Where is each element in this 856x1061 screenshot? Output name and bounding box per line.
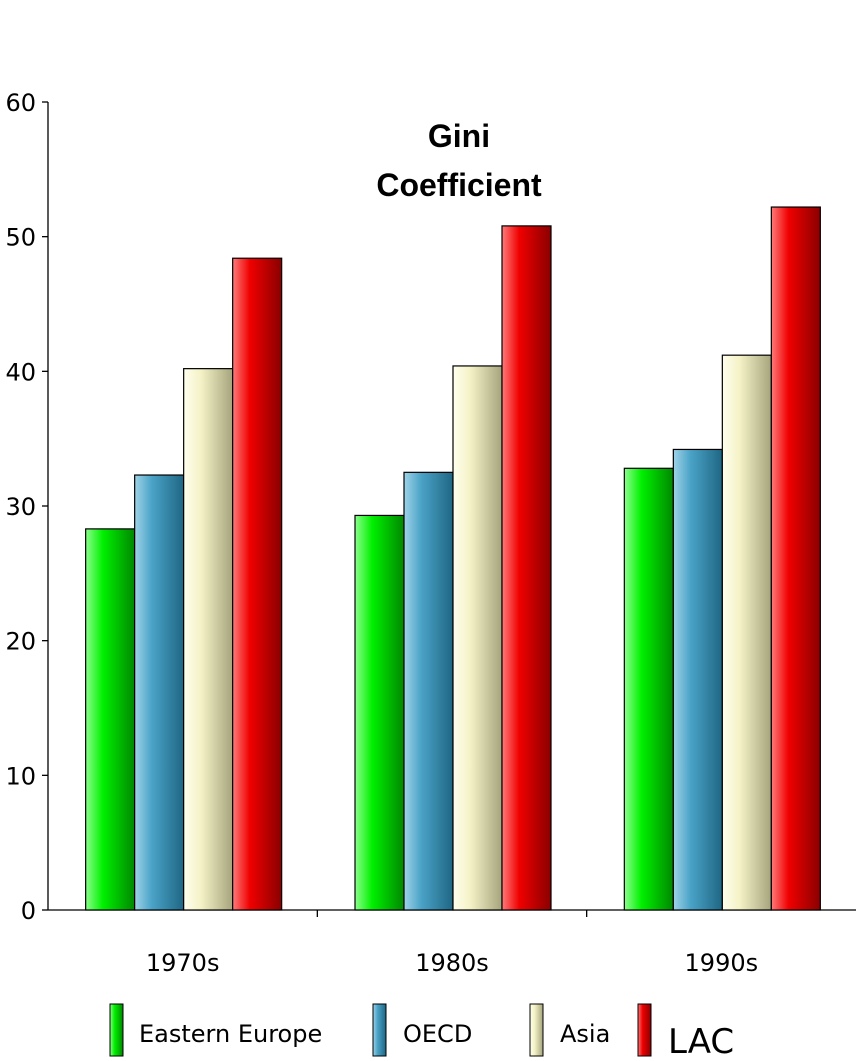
chart-title-line-1: Gini <box>428 118 490 154</box>
legend-label-oecd: OECD <box>403 1020 472 1048</box>
legend-swatch-eastern-europe <box>109 1003 124 1057</box>
bar-oecd-1970s <box>134 474 185 911</box>
legend-label-eastern-europe: Eastern Europe <box>139 1020 322 1048</box>
y-tick-label: 30 <box>5 493 36 521</box>
bar-asia-1980s <box>452 365 503 911</box>
legend-label-lac: LAC <box>668 1022 734 1061</box>
x-axis-labels: 1970s 1980s 1990s <box>146 949 758 977</box>
bar-lac-1970s <box>232 257 283 911</box>
legend-swatch-asia <box>529 1003 544 1057</box>
x-tick-label: 1990s <box>685 949 759 977</box>
y-tick-label: 20 <box>5 628 36 656</box>
x-tick-label: 1980s <box>415 949 489 977</box>
legend-label-asia: Asia <box>560 1020 610 1048</box>
bar-lac-1990s <box>770 206 821 911</box>
bar-asia-1970s <box>183 368 234 911</box>
y-tick-label: 50 <box>5 224 36 252</box>
bar-eastern-europe-1990s <box>623 467 674 911</box>
legend: Eastern Europe OECD Asia LAC <box>109 1003 734 1061</box>
bar-oecd-1990s <box>672 448 723 911</box>
bars <box>85 206 821 911</box>
y-tick-label: 10 <box>5 762 36 790</box>
bar-asia-1990s <box>721 354 772 911</box>
bar-oecd-1980s <box>403 471 454 911</box>
x-tick-label: 1970s <box>146 949 220 977</box>
chart-title-line-2: Coefficient <box>376 167 542 203</box>
y-tick-label: 60 <box>5 89 36 117</box>
bar-eastern-europe-1980s <box>354 514 405 911</box>
y-axis-ticks: 0 10 20 30 40 50 60 <box>5 89 48 925</box>
legend-swatch-lac <box>637 1003 652 1057</box>
bar-lac-1980s <box>501 225 552 911</box>
x-axis-ticks <box>316 910 588 917</box>
y-tick-label: 0 <box>21 897 36 925</box>
y-tick-label: 40 <box>5 358 36 386</box>
bar-eastern-europe-1970s <box>85 528 136 911</box>
legend-swatch-oecd <box>372 1003 387 1057</box>
